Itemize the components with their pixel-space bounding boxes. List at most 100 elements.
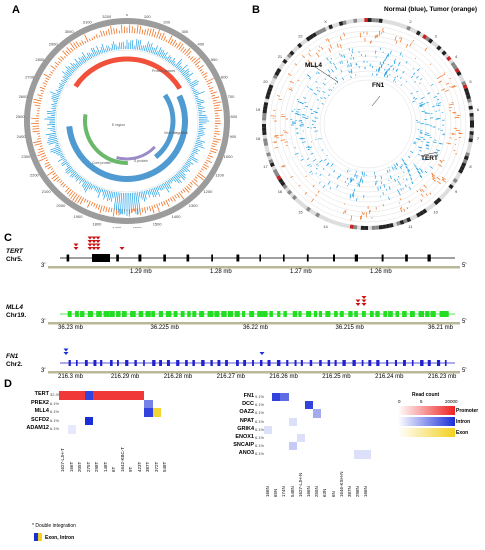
b-normal-tick [425, 132, 430, 134]
b-normal-tick [419, 168, 423, 172]
track-tick-label: 36.23 mb [58, 325, 84, 331]
b-normal-tick [412, 142, 417, 145]
b-tumor-tick [282, 165, 286, 168]
a-normal-spike [128, 192, 130, 217]
b-normal-tick [387, 53, 389, 57]
b-normal-tick [306, 158, 310, 160]
b-normal-tick [323, 97, 327, 100]
b-ideogram-band [266, 152, 271, 157]
a-tumor-spike [110, 207, 113, 212]
a-tumor-spike [188, 55, 191, 59]
a-normal-spike [66, 69, 73, 75]
a-scale-label: 1300 [189, 203, 199, 208]
a-normal-spike [178, 67, 183, 71]
a-normal-spike [115, 192, 119, 211]
a-tumor-spike [75, 41, 80, 48]
b-chrom-label: 19 [256, 107, 261, 112]
a-tumor-spike [118, 208, 120, 216]
a-normal-spike [67, 168, 74, 175]
a-normal-spike [198, 129, 204, 131]
b-normal-tick [391, 166, 394, 170]
b-normal-tick [413, 164, 417, 168]
b-normal-tick [351, 193, 354, 197]
track-exon [386, 360, 389, 366]
track-exon [388, 311, 393, 317]
b-normal-tick [415, 167, 419, 171]
b-normal-tick [339, 53, 341, 56]
b-ideogram-band [438, 194, 445, 201]
b-normal-tick [324, 78, 326, 81]
a-normal-spike [187, 79, 191, 82]
a-normal-spike [73, 63, 79, 69]
track-tick-label: 1.29 mb [130, 269, 152, 275]
a-normal-spike [97, 187, 101, 194]
a-tumor-spike [44, 80, 49, 83]
track-exon [93, 360, 97, 366]
b-ideogram-band [263, 141, 269, 147]
b-ideogram-band [466, 98, 472, 103]
a-normal-spike [196, 139, 206, 143]
a-normal-spike [45, 132, 57, 136]
b-ideogram-band [305, 206, 311, 212]
a-normal-spike [82, 181, 88, 189]
heatmap-row-gene: FN1 [243, 393, 254, 399]
a-normal-spike [113, 191, 116, 198]
b-normal-tick [422, 158, 425, 161]
b-tumor-tick [441, 88, 446, 91]
b-normal-tick [330, 89, 333, 91]
b-tumor-tick [416, 190, 419, 193]
a-normal-spike [86, 52, 91, 60]
b-normal-tick [405, 61, 408, 64]
b-normal-tick [341, 60, 343, 64]
a-normal-spike [96, 46, 101, 55]
b-ideogram-band [466, 94, 471, 100]
b-ideogram-band [278, 178, 284, 184]
a-normal-spike [155, 186, 161, 197]
b-tumor-tick [431, 173, 436, 177]
a-tumor-spike [74, 194, 80, 203]
a-tumor-spike [45, 159, 49, 162]
b-normal-tick [350, 70, 352, 74]
b-normal-tick [411, 181, 414, 184]
track-tick-label: 216.29 mb [110, 374, 140, 380]
track-exon [300, 360, 303, 366]
b-tumor-tick [319, 46, 321, 48]
a-normal-spike [58, 86, 63, 90]
b-tumor-tick [451, 133, 456, 135]
a-normal-spike [51, 98, 59, 101]
a-tumor-spike [200, 71, 205, 74]
b-normal-tick [438, 104, 441, 107]
legend-intron-label: Intron [456, 419, 471, 425]
track-exon [348, 311, 353, 317]
a-normal-spike [167, 180, 171, 184]
track-exon [116, 254, 119, 262]
b-normal-tick [394, 81, 397, 83]
b-normal-tick [389, 169, 391, 172]
track-exon [361, 360, 364, 366]
b-tumor-tick [309, 49, 311, 52]
track-tick-label: 36.21 mb [428, 325, 454, 331]
b-normal-tick [341, 77, 344, 81]
heatmap-col-sample: 423T [136, 461, 142, 472]
heatmap-col-sample: 174N [281, 485, 287, 497]
b-normal-tick [350, 178, 353, 182]
track-exon [242, 311, 246, 317]
a-tumor-spike [110, 26, 113, 35]
a-tumor-spike [91, 37, 94, 41]
b-normal-tick [417, 138, 421, 141]
b-chrom-label: 9 [455, 189, 458, 194]
a-normal-spike [99, 49, 102, 54]
b-normal-tick [433, 96, 437, 98]
integration-marker [73, 243, 79, 247]
b-ideogram-band [385, 223, 391, 229]
b-ideogram-band [338, 222, 344, 227]
a-tumor-spike [191, 57, 196, 62]
b-normal-tick [420, 78, 423, 81]
a-normal-spike [138, 39, 142, 51]
heatmap-row-gene: ADAM12 [26, 425, 49, 431]
b-tumor-tick [325, 38, 328, 41]
heatmap-row-percent: 6.1% [50, 409, 60, 414]
b-normal-tick [322, 90, 325, 94]
b-tumor-tick [400, 206, 403, 209]
a-tumor-spike [48, 73, 52, 76]
